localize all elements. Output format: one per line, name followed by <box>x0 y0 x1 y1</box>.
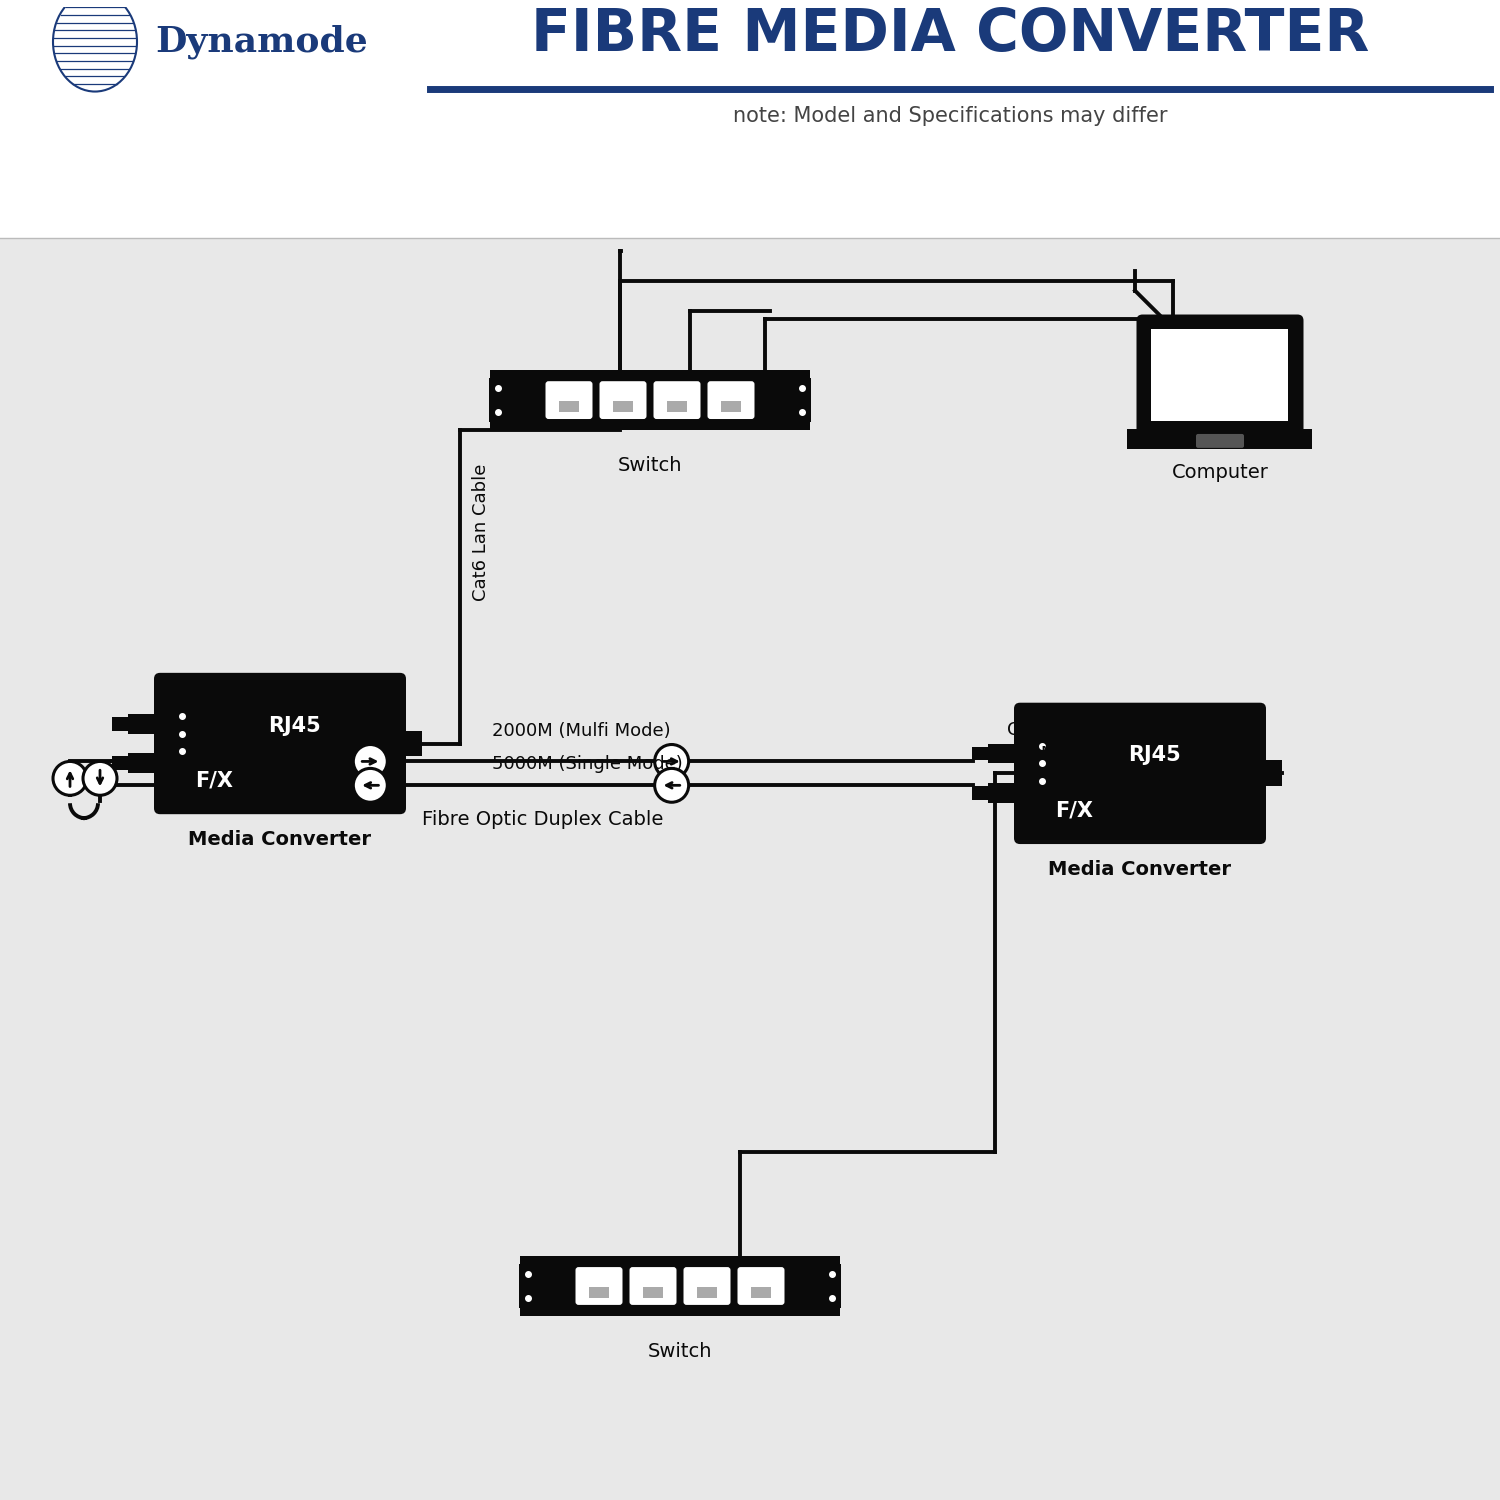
FancyBboxPatch shape <box>112 756 128 771</box>
FancyBboxPatch shape <box>972 747 988 760</box>
Text: 100M Max: 100M Max <box>1007 746 1100 764</box>
Circle shape <box>82 762 117 795</box>
Text: Cat6 Lan Cable: Cat6 Lan Cable <box>472 464 490 600</box>
FancyBboxPatch shape <box>546 381 592 419</box>
FancyBboxPatch shape <box>654 381 700 419</box>
FancyBboxPatch shape <box>112 717 128 730</box>
FancyBboxPatch shape <box>154 674 407 814</box>
Text: Media Converter: Media Converter <box>1048 859 1232 879</box>
FancyBboxPatch shape <box>1128 429 1312 448</box>
Text: F/X: F/X <box>1054 800 1094 820</box>
FancyBboxPatch shape <box>720 400 741 412</box>
Text: FIBRE MEDIA CONVERTER: FIBRE MEDIA CONVERTER <box>531 6 1370 63</box>
FancyBboxPatch shape <box>576 1268 622 1305</box>
FancyBboxPatch shape <box>588 1287 609 1298</box>
FancyBboxPatch shape <box>750 1287 771 1298</box>
FancyBboxPatch shape <box>612 400 633 412</box>
Text: 5000M (Single Mode): 5000M (Single Mode) <box>492 756 682 774</box>
FancyBboxPatch shape <box>489 378 507 422</box>
FancyBboxPatch shape <box>400 730 422 756</box>
Circle shape <box>654 768 688 802</box>
Text: Computer: Computer <box>1172 464 1269 482</box>
FancyBboxPatch shape <box>666 400 687 412</box>
Text: Fibre Optic Duplex Cable: Fibre Optic Duplex Cable <box>422 810 663 830</box>
Text: Dynamode: Dynamode <box>154 24 368 58</box>
Text: F/X: F/X <box>195 771 232 790</box>
FancyBboxPatch shape <box>708 381 754 419</box>
FancyBboxPatch shape <box>1260 760 1282 786</box>
FancyBboxPatch shape <box>972 786 988 801</box>
FancyBboxPatch shape <box>738 1268 784 1305</box>
FancyBboxPatch shape <box>558 400 579 412</box>
Text: Cat6 Lan Cable: Cat6 Lan Cable <box>1007 720 1144 738</box>
FancyBboxPatch shape <box>794 378 812 422</box>
Text: Switch: Switch <box>648 1341 712 1360</box>
FancyBboxPatch shape <box>520 1256 840 1316</box>
Circle shape <box>354 768 387 802</box>
FancyBboxPatch shape <box>519 1264 537 1308</box>
FancyBboxPatch shape <box>1152 330 1288 422</box>
FancyBboxPatch shape <box>988 744 1020 764</box>
FancyBboxPatch shape <box>824 1264 842 1308</box>
FancyBboxPatch shape <box>600 381 646 419</box>
Circle shape <box>53 762 87 795</box>
FancyBboxPatch shape <box>642 1287 663 1298</box>
FancyBboxPatch shape <box>684 1268 730 1305</box>
FancyBboxPatch shape <box>630 1268 676 1305</box>
Circle shape <box>354 744 387 778</box>
Text: 2000M (Mulfi Mode): 2000M (Mulfi Mode) <box>492 722 670 740</box>
Circle shape <box>654 744 688 778</box>
Text: Media Converter: Media Converter <box>189 830 372 849</box>
FancyBboxPatch shape <box>696 1287 717 1298</box>
FancyBboxPatch shape <box>490 370 810 430</box>
Text: RJ45: RJ45 <box>268 716 321 735</box>
FancyBboxPatch shape <box>128 753 160 774</box>
Text: Switch: Switch <box>618 456 682 476</box>
Ellipse shape <box>53 0 136 92</box>
FancyBboxPatch shape <box>1014 702 1266 844</box>
FancyBboxPatch shape <box>0 8 1500 238</box>
FancyBboxPatch shape <box>1196 433 1243 448</box>
FancyBboxPatch shape <box>988 783 1020 802</box>
Text: note: Model and Specifications may differ: note: Model and Specifications may diffe… <box>732 106 1167 126</box>
FancyBboxPatch shape <box>128 714 160 734</box>
FancyBboxPatch shape <box>0 238 1500 1500</box>
Text: RJ45: RJ45 <box>1128 746 1182 765</box>
FancyBboxPatch shape <box>1137 315 1304 436</box>
